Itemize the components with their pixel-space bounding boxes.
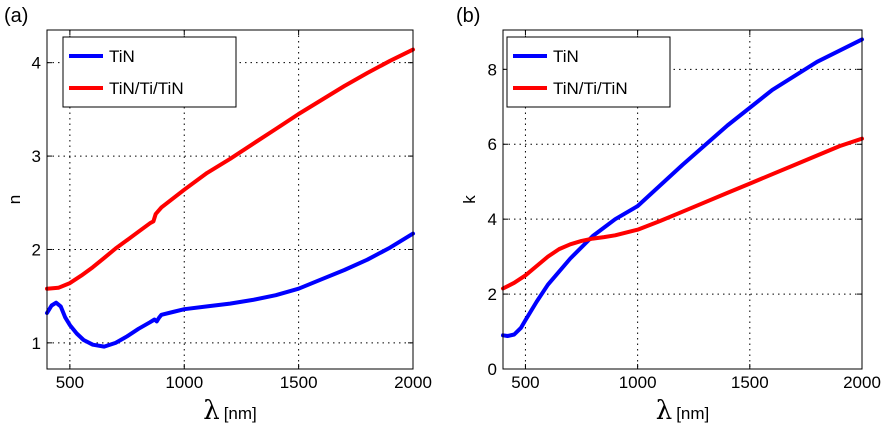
chart-panel-0: 500 1000 1500 2000 1 2 3 4 (a) n λ [nm] TiN TiN/Ti/Ti… — [4, 5, 432, 426]
x-tick-label: 1000 — [619, 373, 657, 392]
y-tick-label: 6 — [488, 135, 497, 154]
x-tick-label: 2000 — [843, 373, 881, 392]
x-axis-label-symbol: λ — [656, 396, 672, 426]
y-tick-label: 4 — [488, 210, 497, 229]
legend-box — [506, 36, 671, 108]
y-tick-label: 2 — [488, 285, 497, 304]
x-axis-label-symbol: λ — [203, 396, 219, 426]
legend: TiN TiN/Ti/TiN — [506, 36, 671, 108]
series-line-tin-ti-tin — [501, 136, 864, 291]
panel-label: (b) — [456, 5, 480, 27]
y-axis-label: k — [460, 195, 479, 204]
y-tick-label: 4 — [32, 54, 41, 73]
x-tick-label: 500 — [56, 373, 84, 392]
y-tick-label: 0 — [488, 360, 497, 379]
x-axis-label-unit: [nm] — [676, 404, 709, 423]
y-tick-label: 3 — [32, 147, 41, 166]
legend-box — [62, 36, 237, 108]
x-tick-label: 1500 — [731, 373, 769, 392]
series-line-tin — [45, 231, 415, 349]
x-axis-label-unit: [nm] — [224, 404, 257, 423]
series-line-tin — [501, 37, 864, 338]
y-axis-label: n — [5, 195, 24, 204]
legend: TiN TiN/Ti/TiN — [62, 36, 237, 108]
plot-frame — [502, 29, 863, 370]
y-tick-label: 2 — [32, 240, 41, 259]
y-tick-label: 1 — [32, 334, 41, 353]
x-tick-label: 1500 — [280, 373, 318, 392]
x-axis-label: λ [nm] — [656, 396, 710, 426]
chart-panel-1: 500 1000 1500 2000 0 2 4 6 8 (b) k λ [nm] TiN TiN/Ti/T… — [456, 5, 881, 426]
legend-label: TiN/Ti/TiN — [109, 79, 184, 98]
series-line-tin-ti-tin — [45, 47, 415, 291]
legend-label: TiN — [109, 47, 135, 66]
x-tick-label: 1000 — [165, 373, 203, 392]
y-tick-label: 8 — [488, 60, 497, 79]
legend-label: TiN/Ti/TiN — [553, 79, 628, 98]
x-axis-label: λ [nm] — [203, 396, 257, 426]
x-tick-label: 2000 — [394, 373, 432, 392]
panel-label: (a) — [4, 5, 28, 27]
x-tick-label: 500 — [511, 373, 539, 392]
legend-label: TiN — [553, 47, 579, 66]
plot-frame — [46, 29, 414, 370]
